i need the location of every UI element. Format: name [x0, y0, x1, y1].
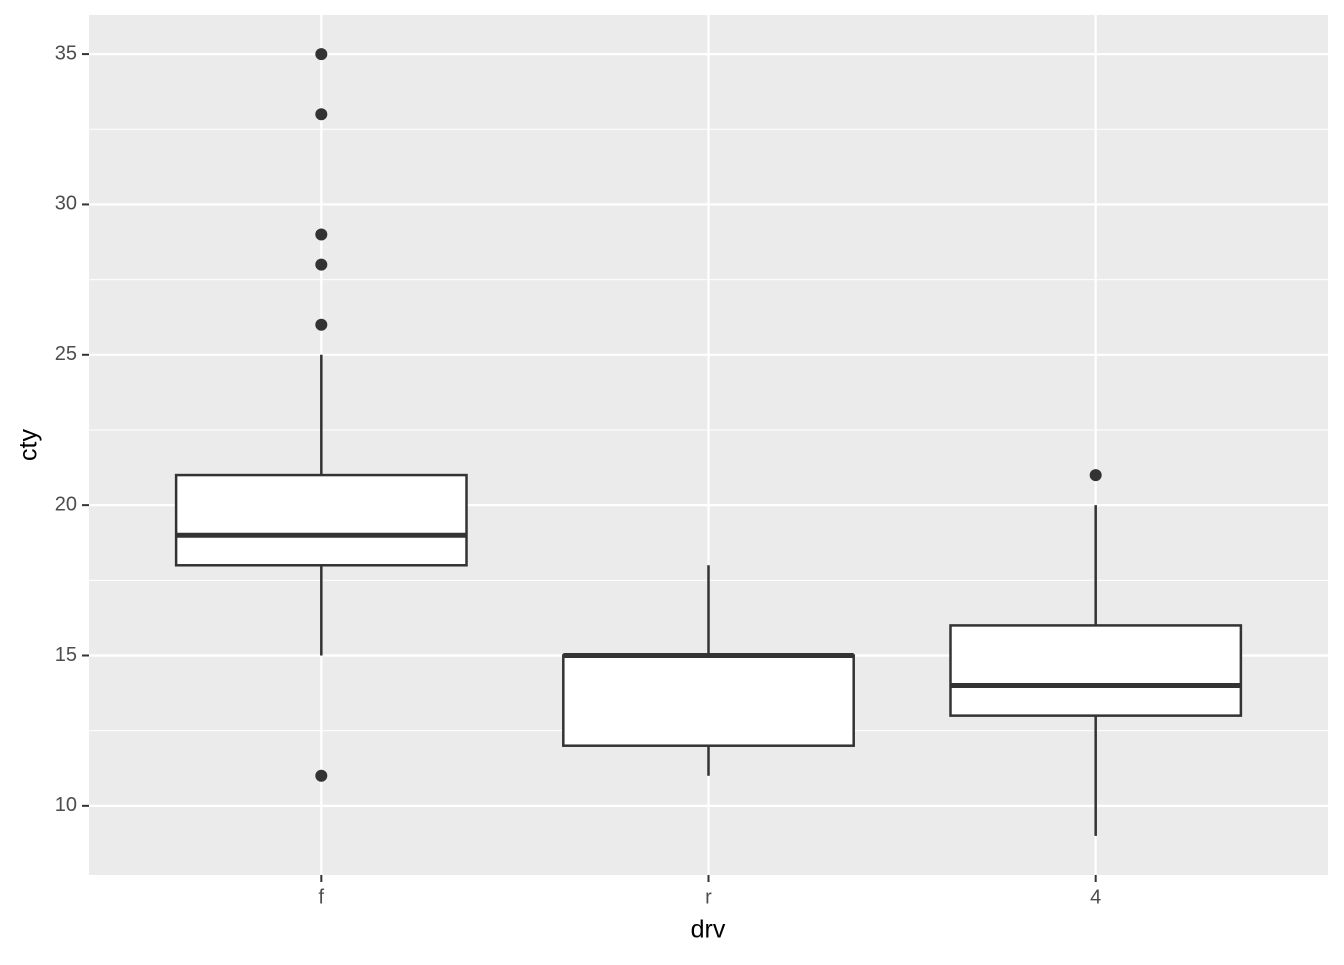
outlier: [315, 48, 328, 61]
y-tick-label: 20: [55, 493, 77, 515]
box: [174, 473, 468, 567]
outlier: [315, 258, 328, 271]
x-tick-label: r: [705, 886, 712, 908]
outlier: [1089, 469, 1102, 482]
outlier: [315, 769, 328, 782]
y-tick-label: 35: [55, 42, 77, 64]
box: [562, 654, 855, 747]
x-tick-label: f: [319, 886, 325, 908]
y-tick-label: 15: [55, 644, 77, 666]
y-axis-title: cty: [15, 429, 43, 461]
x-tick-label: 4: [1090, 886, 1101, 908]
outlier: [315, 228, 328, 241]
y-tick-label: 10: [55, 794, 77, 816]
y-tick-label: 25: [55, 343, 77, 365]
outlier: [315, 318, 328, 331]
y-tick-label: 30: [55, 193, 77, 215]
x-axis-title: drv: [691, 916, 726, 944]
outlier: [315, 108, 328, 121]
box: [949, 624, 1243, 717]
